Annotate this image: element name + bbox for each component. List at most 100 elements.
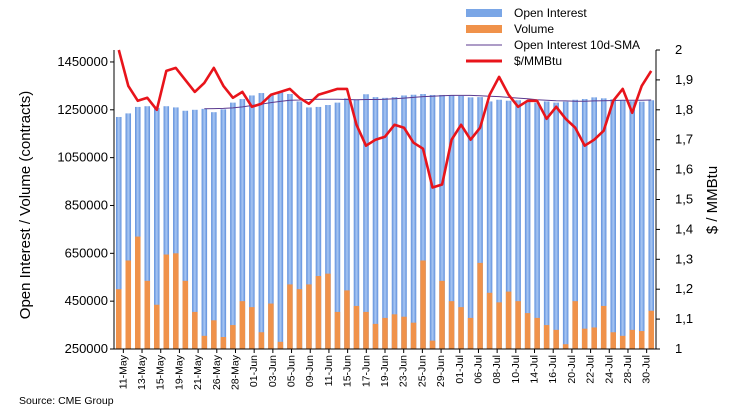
x-tick-label: 21-May — [192, 354, 204, 390]
volume-bar — [562, 344, 569, 349]
x-tick-label: 08-Jul — [491, 355, 503, 384]
open-interest-bar — [420, 94, 426, 349]
volume-bar — [144, 280, 151, 349]
open-interest-bar — [334, 102, 341, 350]
x-tick-label: 16-Jul — [547, 355, 559, 384]
open-interest-bar — [268, 95, 274, 349]
x-tick-label: 30-Jul — [641, 355, 653, 384]
open-interest-bar — [363, 94, 369, 349]
y2-axis-title: $ / MMBtu — [704, 166, 721, 234]
open-interest-bar — [458, 95, 464, 350]
open-interest-bar — [524, 101, 531, 349]
volume-bar — [600, 305, 607, 349]
volume-bar — [391, 314, 398, 349]
volume-bar — [629, 329, 635, 349]
open-interest-bar — [211, 112, 217, 349]
volume-bar — [201, 335, 208, 349]
y2-tick-label: 1,4 — [675, 221, 693, 236]
volume-bar — [477, 262, 483, 349]
volume-bar — [410, 322, 417, 349]
volume-bar — [439, 280, 445, 349]
y-tick-label: 1450000 — [57, 54, 108, 69]
y2-tick-label: 1,2 — [675, 281, 693, 296]
open-interest-bar — [249, 95, 255, 349]
y2-tick-label: 1,9 — [675, 72, 693, 87]
bars-layer — [115, 92, 655, 350]
x-tick-label: 19-May — [173, 354, 185, 390]
open-interest-bar — [182, 110, 189, 349]
legend: Open Interest Volume Open Interest 10d-SMA… — [466, 6, 640, 68]
volume-bar — [230, 325, 236, 349]
y-tick-label: 1250000 — [57, 102, 108, 117]
x-tick-label: 10-Jul — [510, 355, 522, 384]
price-line — [117, 49, 653, 189]
x-tick-label: 01-Jun — [248, 355, 260, 387]
legend-swatch — [466, 9, 502, 17]
open-interest-bar — [648, 100, 655, 350]
y2-tick-label: 1,5 — [675, 192, 693, 207]
open-interest-bar — [296, 101, 303, 349]
volume-bar — [115, 289, 122, 349]
volume-bar — [372, 323, 379, 349]
volume-bar — [486, 292, 493, 349]
open-interest-bar — [115, 116, 122, 349]
volume-bar — [581, 328, 588, 349]
volume-bar — [220, 337, 227, 349]
volume-bar — [239, 301, 246, 349]
open-interest-bar — [220, 109, 227, 350]
volume-bar — [648, 310, 655, 349]
volume-bar — [363, 311, 369, 349]
volume-bar — [524, 313, 531, 349]
x-tick-label: 24-Jul — [603, 355, 615, 384]
y-tick-label: 250000 — [65, 341, 108, 356]
y2-tick-label: 1,6 — [675, 162, 693, 177]
legend-label: Volume — [514, 22, 554, 36]
open-interest-bar — [230, 102, 236, 350]
open-interest-bar — [192, 109, 198, 349]
volume-bar — [315, 276, 322, 349]
open-interest-bar — [382, 97, 388, 349]
x-tick-label: 14-Jul — [529, 355, 541, 384]
volume-bar — [353, 305, 360, 349]
volume-bar — [619, 335, 626, 349]
open-interest-bar — [306, 107, 312, 350]
volume-bar — [211, 320, 217, 349]
open-interest-bar — [154, 107, 160, 349]
y-tick-label: 1050000 — [57, 150, 108, 165]
open-interest-bar — [543, 101, 550, 349]
volume-bar — [334, 311, 341, 349]
volume-bar — [515, 301, 521, 349]
open-interest-bar — [610, 99, 616, 349]
open-interest-bar — [135, 106, 141, 350]
x-tick-label: 19-Jun — [379, 355, 391, 387]
open-interest-bar — [401, 95, 407, 349]
open-interest-bar — [515, 100, 521, 350]
open-interest-bar — [125, 113, 132, 349]
open-interest-bar — [638, 101, 645, 349]
y-tick-label: 650000 — [65, 245, 108, 260]
open-interest-bar — [448, 95, 455, 349]
volume-bar — [429, 340, 436, 349]
x-tick-label: 09-Jun — [304, 355, 316, 387]
open-interest-bar — [287, 94, 293, 349]
volume-bar — [382, 317, 388, 349]
volume-bar — [638, 331, 645, 349]
x-tick-label: 28-Jul — [622, 355, 634, 384]
open-interest-bar — [496, 99, 502, 349]
open-interest-bar — [486, 101, 493, 349]
x-tick-label: 05-Jun — [286, 355, 298, 387]
y2-tick-label: 1,8 — [675, 102, 693, 117]
open-interest-bar — [505, 100, 512, 349]
open-interest-bar — [562, 101, 569, 349]
open-interest-bar — [534, 102, 540, 350]
open-interest-bar — [600, 98, 607, 350]
y-axis-title: Open Interest / Volume (contracts) — [17, 91, 34, 319]
open-interest-sma-line — [204, 94, 652, 110]
open-interest-bar — [591, 97, 597, 349]
x-tick-label: 23-Jun — [398, 355, 410, 387]
volume-bar — [543, 325, 550, 349]
legend-label: Open Interest — [514, 6, 587, 20]
y2-tick-label: 1 — [675, 341, 682, 356]
x-tick-label: 26-May — [211, 354, 223, 390]
